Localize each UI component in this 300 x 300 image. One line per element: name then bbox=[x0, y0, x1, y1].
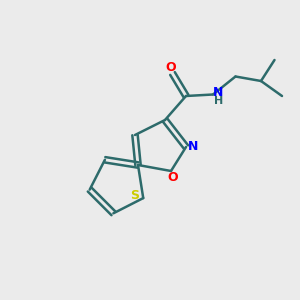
Text: S: S bbox=[130, 189, 139, 202]
Text: N: N bbox=[188, 140, 198, 154]
Text: O: O bbox=[167, 171, 178, 184]
Text: N: N bbox=[213, 85, 224, 99]
Text: O: O bbox=[166, 61, 176, 74]
Text: H: H bbox=[214, 95, 223, 106]
